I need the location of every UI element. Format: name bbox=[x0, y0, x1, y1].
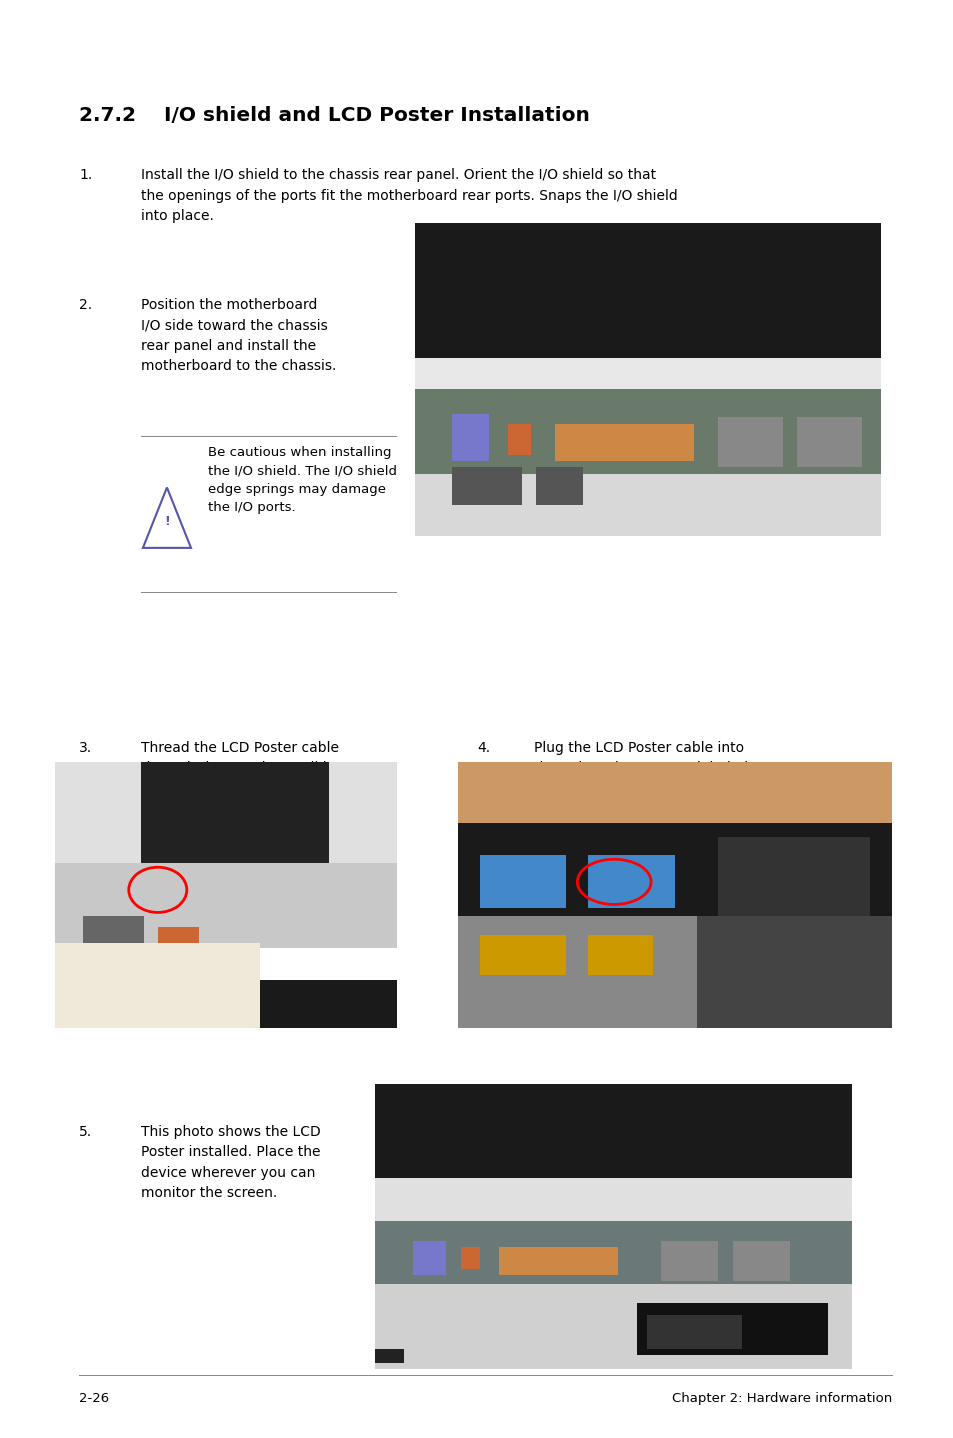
FancyBboxPatch shape bbox=[83, 916, 144, 943]
FancyBboxPatch shape bbox=[796, 417, 861, 467]
FancyBboxPatch shape bbox=[55, 863, 396, 949]
FancyBboxPatch shape bbox=[498, 1247, 618, 1276]
FancyBboxPatch shape bbox=[375, 1178, 851, 1227]
FancyBboxPatch shape bbox=[660, 1241, 718, 1281]
FancyBboxPatch shape bbox=[587, 856, 674, 909]
FancyBboxPatch shape bbox=[415, 473, 880, 536]
FancyBboxPatch shape bbox=[457, 916, 696, 1028]
FancyBboxPatch shape bbox=[141, 762, 328, 894]
Text: Position the motherboard
I/O side toward the chassis
rear panel and install the
: Position the motherboard I/O side toward… bbox=[141, 298, 336, 374]
Text: 2-26: 2-26 bbox=[79, 1392, 110, 1405]
Text: Thread the LCD Poster cable
through the opening until its
stopper snaps into pla: Thread the LCD Poster cable through the … bbox=[141, 741, 339, 795]
Text: 1.: 1. bbox=[79, 168, 92, 183]
Polygon shape bbox=[143, 487, 191, 548]
FancyBboxPatch shape bbox=[413, 1241, 446, 1276]
FancyBboxPatch shape bbox=[415, 358, 880, 395]
Text: Plug the LCD Poster cable into
the onboard connector labeled
LCD_CON.: Plug the LCD Poster cable into the onboa… bbox=[534, 741, 747, 795]
FancyBboxPatch shape bbox=[375, 1284, 851, 1369]
FancyBboxPatch shape bbox=[457, 762, 891, 828]
FancyBboxPatch shape bbox=[55, 762, 396, 869]
FancyBboxPatch shape bbox=[479, 856, 566, 909]
Text: 2.7.2    I/O shield and LCD Poster Installation: 2.7.2 I/O shield and LCD Poster Installa… bbox=[79, 106, 590, 125]
FancyBboxPatch shape bbox=[460, 1247, 479, 1270]
Text: Install the I/O shield to the chassis rear panel. Orient the I/O shield so that
: Install the I/O shield to the chassis re… bbox=[141, 168, 678, 223]
Text: 3.: 3. bbox=[79, 741, 92, 755]
Text: 4.: 4. bbox=[476, 741, 490, 755]
FancyBboxPatch shape bbox=[696, 916, 891, 1028]
FancyBboxPatch shape bbox=[536, 467, 582, 505]
Text: This photo shows the LCD
Poster installed. Place the
device wherever you can
mon: This photo shows the LCD Poster installe… bbox=[141, 1125, 320, 1201]
FancyBboxPatch shape bbox=[452, 414, 489, 462]
Text: Be cautious when installing
the I/O shield. The I/O shield
edge springs may dama: Be cautious when installing the I/O shie… bbox=[208, 446, 396, 515]
FancyBboxPatch shape bbox=[141, 762, 328, 894]
Text: Chapter 2: Hardware information: Chapter 2: Hardware information bbox=[671, 1392, 891, 1405]
FancyBboxPatch shape bbox=[55, 943, 260, 1028]
FancyBboxPatch shape bbox=[587, 935, 653, 975]
FancyBboxPatch shape bbox=[375, 1084, 851, 1183]
FancyBboxPatch shape bbox=[479, 935, 566, 975]
FancyBboxPatch shape bbox=[260, 981, 396, 1028]
FancyBboxPatch shape bbox=[157, 928, 198, 943]
FancyBboxPatch shape bbox=[452, 467, 521, 505]
FancyBboxPatch shape bbox=[717, 417, 782, 467]
FancyBboxPatch shape bbox=[415, 223, 880, 364]
FancyBboxPatch shape bbox=[718, 837, 869, 916]
Text: !: ! bbox=[164, 515, 170, 528]
Text: 5.: 5. bbox=[79, 1125, 92, 1139]
FancyBboxPatch shape bbox=[637, 1303, 827, 1355]
FancyBboxPatch shape bbox=[646, 1314, 741, 1349]
Text: 2.: 2. bbox=[79, 298, 92, 312]
FancyBboxPatch shape bbox=[260, 981, 396, 1028]
FancyBboxPatch shape bbox=[508, 424, 531, 454]
FancyBboxPatch shape bbox=[732, 1241, 789, 1281]
FancyBboxPatch shape bbox=[375, 1349, 403, 1363]
FancyBboxPatch shape bbox=[415, 390, 880, 480]
FancyBboxPatch shape bbox=[554, 424, 694, 462]
FancyBboxPatch shape bbox=[457, 824, 891, 922]
FancyBboxPatch shape bbox=[375, 1221, 851, 1290]
